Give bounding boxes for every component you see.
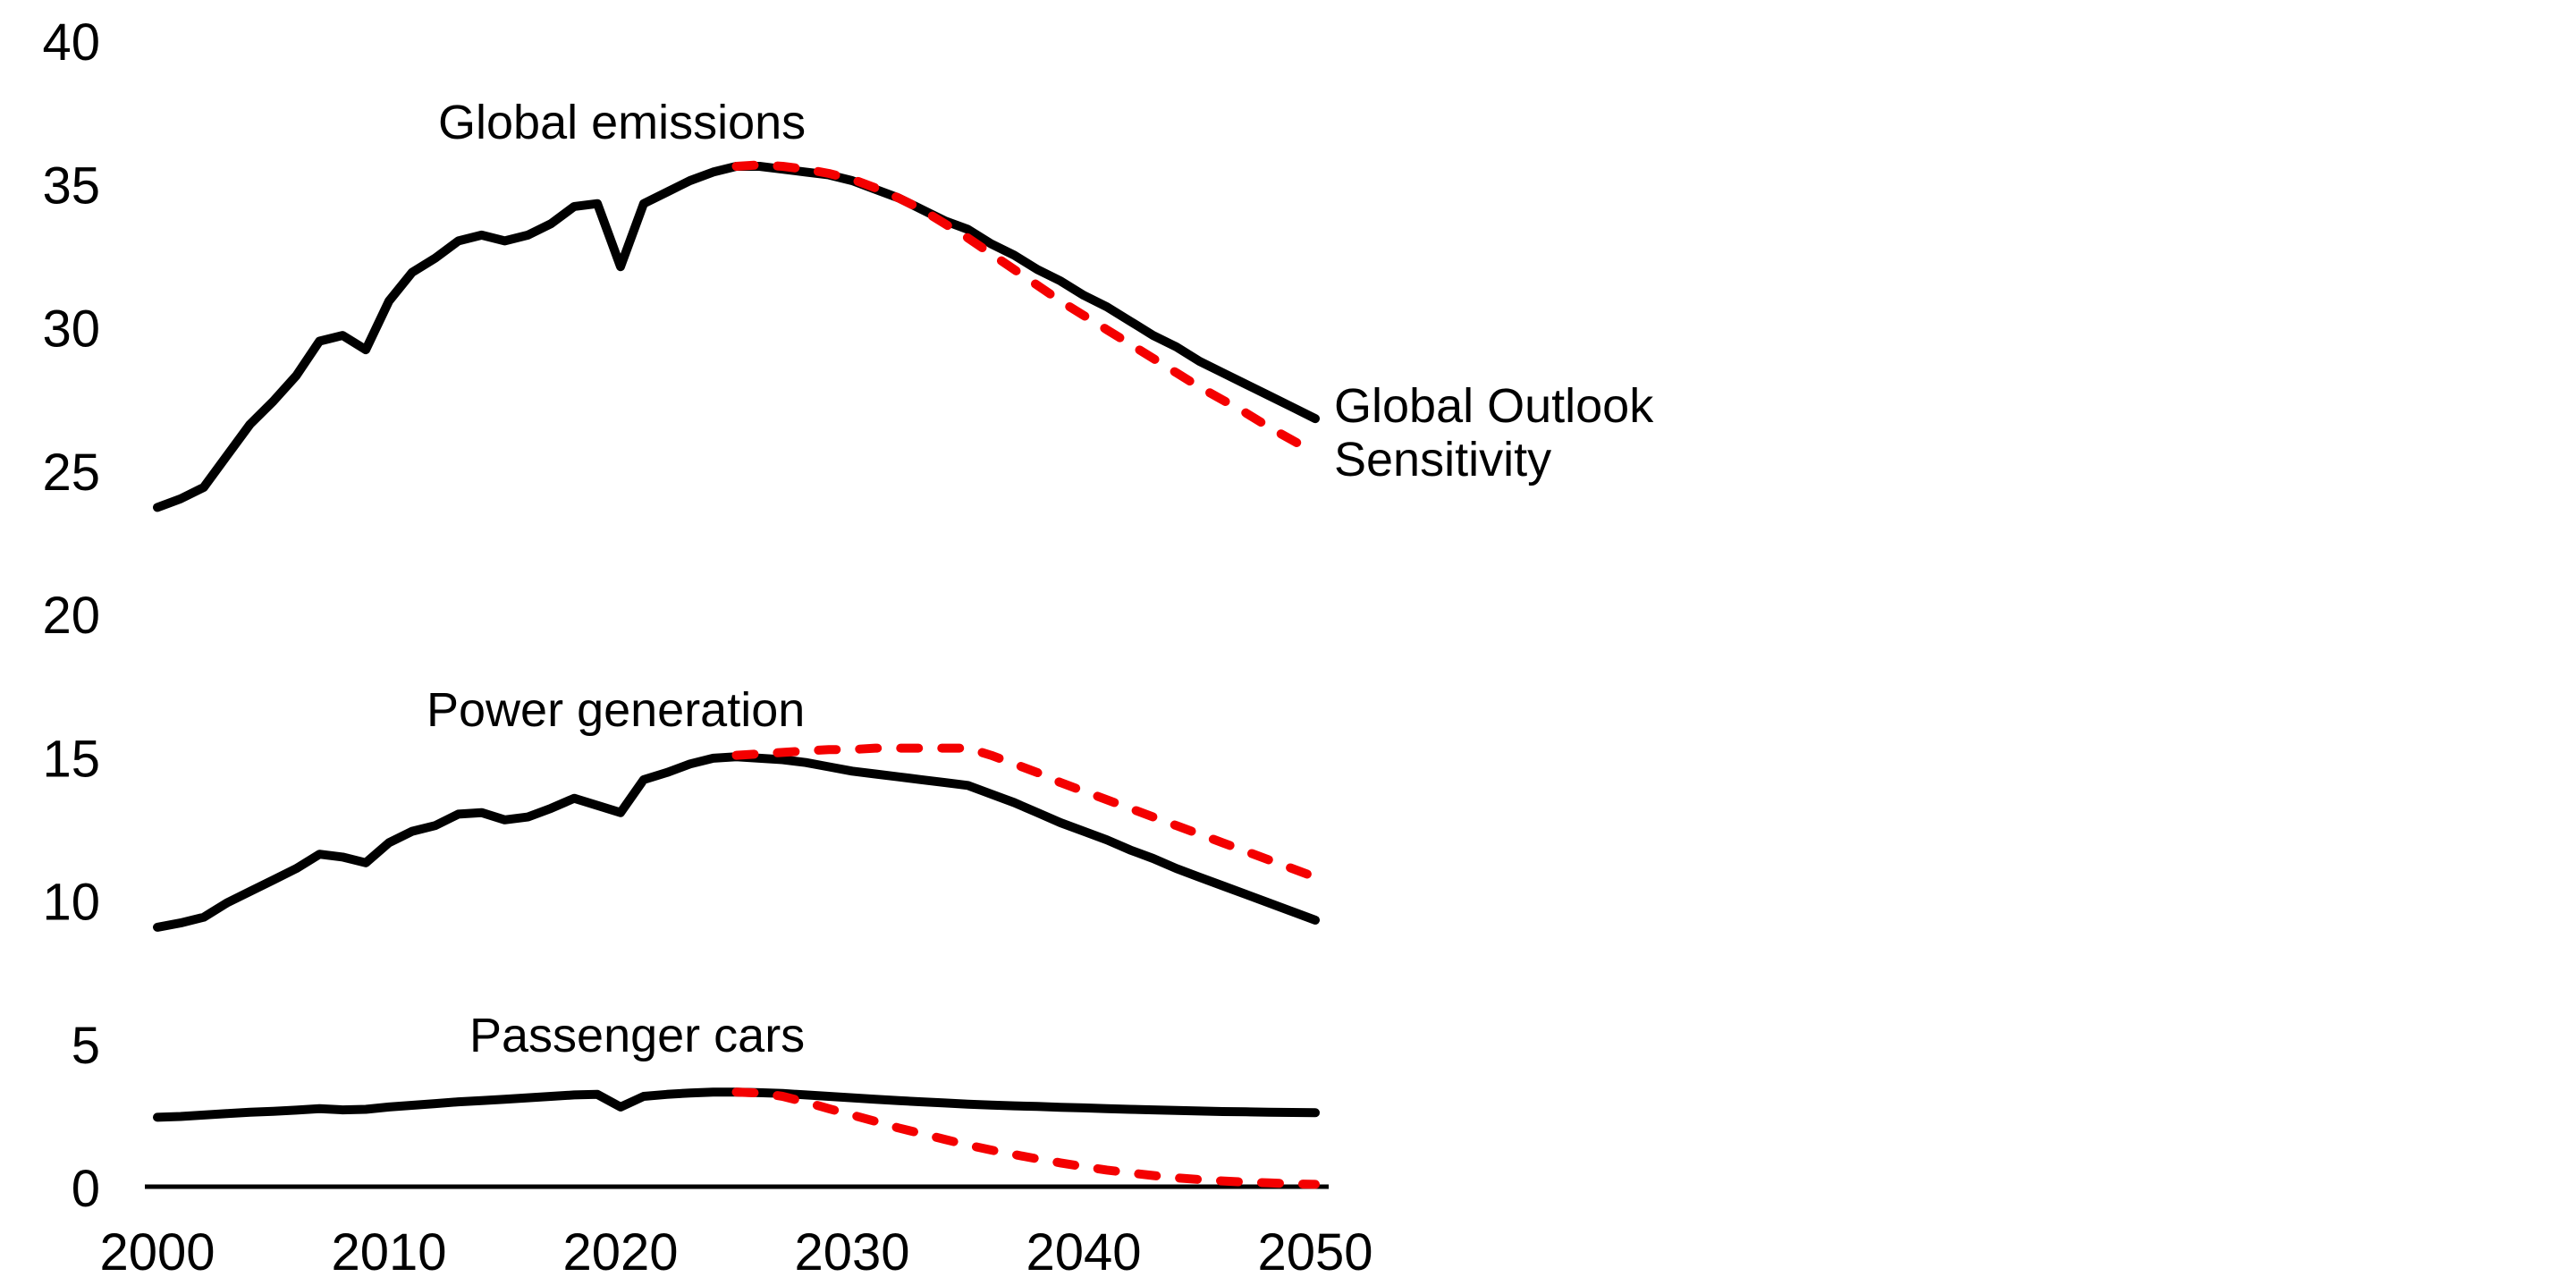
x-tick-label: 2000: [99, 1223, 215, 1277]
power-generation-global-outlook-line: [153, 752, 1320, 932]
y-tick-label: 30: [42, 300, 100, 359]
x-tick-label: 2020: [562, 1223, 678, 1277]
global-emissions-global-outlook-line: [153, 162, 1320, 512]
legend-sensitivity-label: Sensitivity: [1334, 433, 1551, 486]
legend-global-outlook-label: Global Outlook: [1334, 379, 1654, 433]
y-tick-label: 5: [72, 1017, 100, 1075]
series-title-power-generation: Power generation: [427, 683, 805, 737]
y-tick-label: 35: [42, 156, 100, 215]
y-tick-label: 40: [42, 13, 100, 72]
y-tick-label: 20: [42, 587, 100, 645]
y-tick-label: 0: [72, 1160, 100, 1218]
x-tick-label: 2050: [1257, 1223, 1372, 1277]
global-emissions-sensitivity-line: [731, 160, 1320, 458]
x-tick-label: 2010: [331, 1223, 446, 1277]
y-tick-label: 15: [42, 730, 100, 788]
x-tick-label: 2040: [1026, 1223, 1141, 1277]
series-title-passenger-cars: Passenger cars: [469, 1009, 805, 1062]
passenger-cars-sensitivity-line: [731, 1087, 1320, 1189]
power-generation-sensitivity-line: [731, 743, 1320, 882]
y-tick-label: 10: [42, 874, 100, 932]
x-tick-label: 2030: [794, 1223, 909, 1277]
y-tick-label: 25: [42, 444, 100, 502]
chart-generated-layer: 0 5 10 15 20 25 30 35 40 2000 2010 2020 2030 2040 2050: [42, 13, 1372, 1277]
series-title-global-emissions: Global emissions: [438, 96, 806, 149]
